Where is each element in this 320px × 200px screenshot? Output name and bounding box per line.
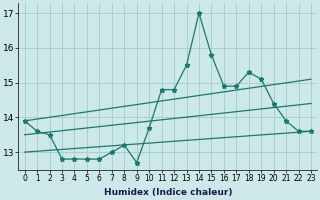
X-axis label: Humidex (Indice chaleur): Humidex (Indice chaleur) [104,188,232,197]
